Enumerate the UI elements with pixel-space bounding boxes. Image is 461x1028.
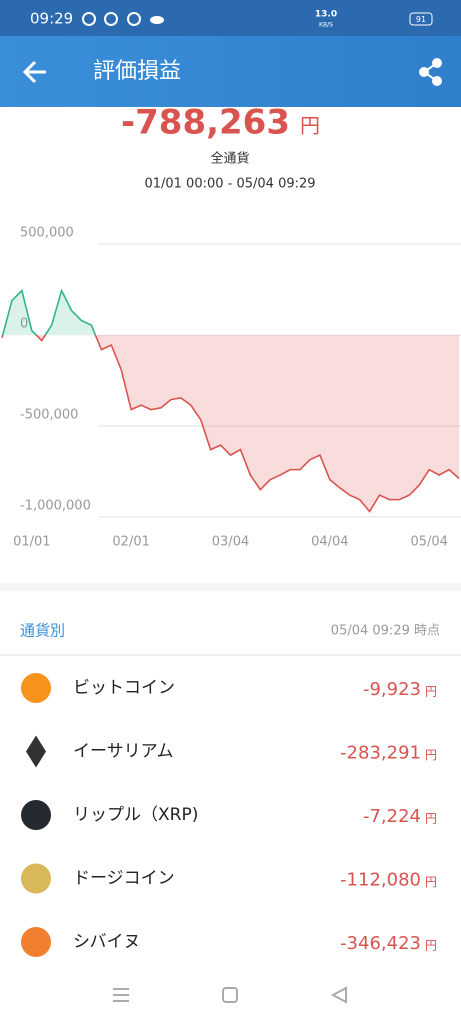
date-range: 01/01 00:00 - 05/04 09:29	[144, 177, 315, 192]
currency-name: ドージコイン	[73, 869, 175, 889]
currency-value: -283,291	[340, 743, 421, 764]
x-tick-label: 03/04	[212, 535, 249, 550]
x-tick-label: 01/01	[13, 535, 50, 550]
currency-name: ビットコイン	[73, 678, 175, 698]
battery	[409, 12, 433, 26]
currency-value: -112,080	[340, 870, 421, 891]
coin-icon	[21, 863, 51, 894]
coin-icon	[21, 927, 51, 957]
net-unit: KB/S	[319, 22, 333, 29]
coin-icon	[21, 800, 51, 830]
divider	[0, 583, 461, 591]
y-tick-label: -1,000,000	[20, 498, 91, 513]
currency-value: -346,423	[340, 933, 421, 954]
status-icon	[104, 12, 118, 26]
x-tick-label: 02/01	[112, 535, 149, 550]
nav-back[interactable]	[330, 986, 347, 1004]
currency-name: イーサリアム	[73, 742, 173, 762]
battery-level: 91	[416, 15, 426, 24]
chart: 500,0000-500,000-1,000,00001/0102/0103/0…	[1, 226, 461, 550]
x-tick-label: 04/04	[311, 535, 348, 550]
app-bar	[0, 36, 461, 107]
currency-unit: 円	[425, 748, 437, 762]
net-speed: 13.0	[315, 10, 337, 20]
share-button[interactable]	[419, 58, 442, 86]
status-icon	[150, 16, 164, 24]
currency-name: シバイヌ	[73, 932, 141, 952]
y-tick-label: -500,000	[20, 408, 78, 423]
y-tick-label: 500,000	[20, 226, 74, 241]
currency-unit: 円	[425, 939, 437, 953]
currency-value: -7,224	[363, 806, 421, 827]
coin-icon	[21, 673, 51, 703]
status-time: 09:29	[30, 10, 73, 28]
currency-name: リップル（XRP)	[73, 805, 198, 825]
nav-menu[interactable]	[113, 988, 129, 1002]
back-button[interactable]	[22, 60, 46, 84]
nav-bar	[0, 972, 461, 1024]
currency-unit: 円	[425, 875, 437, 889]
coin-icon	[26, 735, 46, 768]
currency-unit: 円	[425, 812, 437, 826]
nav-home[interactable]	[222, 987, 238, 1003]
status-icon	[127, 12, 141, 26]
currency-value: -9,923	[363, 679, 421, 700]
status-icon	[82, 12, 96, 26]
x-tick-label: 05/04	[410, 535, 447, 550]
scope: 全通貨	[210, 151, 249, 167]
page-title: 評価損益	[93, 59, 181, 84]
total-value: -788,263	[121, 103, 290, 143]
list-timestamp: 05/04 09:29 時点	[331, 624, 440, 639]
area	[2, 290, 459, 512]
currency-unit: 円	[425, 685, 437, 699]
list-title: 通貨別	[20, 622, 65, 640]
status-bar	[0, 0, 461, 36]
total-unit: 円	[300, 114, 320, 138]
line	[1, 288, 460, 513]
